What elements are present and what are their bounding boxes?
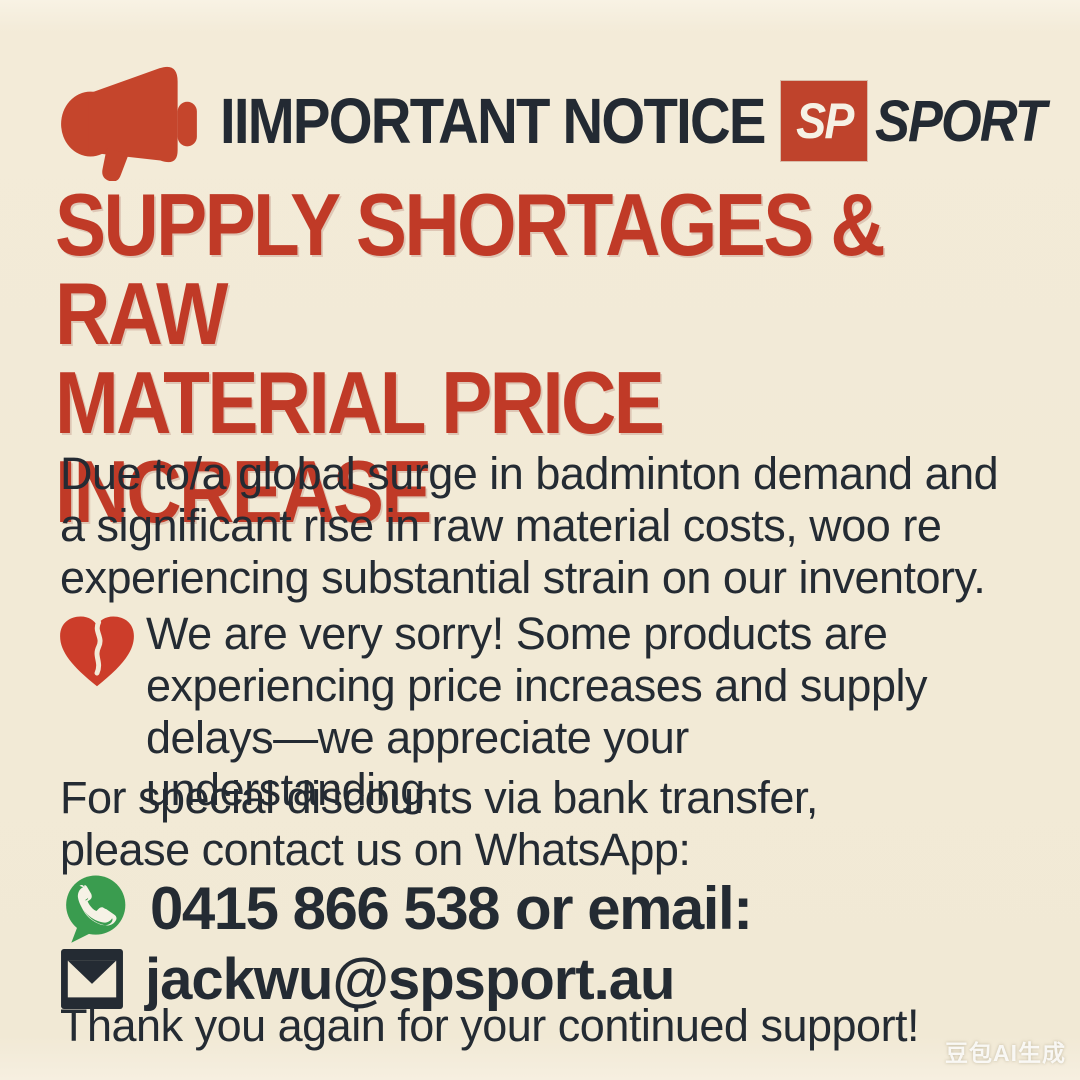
email-address: jackwu@spsport.au: [145, 946, 675, 1012]
whatsapp-icon: [66, 875, 126, 943]
intro-paragraph: Due to/a global surge in badminton deman…: [60, 448, 999, 603]
apology-paragraph: We are very sorry! Some products are exp…: [146, 608, 927, 815]
email-contact-row: jackwu@spsport.au: [58, 946, 675, 1012]
phone-suffix-text: or email:: [515, 874, 753, 942]
contact-intro-paragraph: For special discounts via bank transfer,…: [60, 772, 818, 875]
notice-title: IIMPORTANT NOTICE: [220, 85, 766, 157]
header: IIMPORTANT NOTICE SP SPORT: [54, 56, 1064, 186]
ai-generated-watermark: 豆包AI生成: [945, 1040, 1066, 1066]
sport-logo-text: SPORT: [875, 88, 1047, 154]
sp-logo-text: SP: [795, 93, 854, 149]
apology-section: We are very sorry! Some products are exp…: [56, 608, 966, 816]
email-envelope-icon: [61, 949, 123, 1009]
megaphone-icon: [61, 66, 197, 181]
main-headline: SUPPLY SHORTAGES & RAW MATERIAL PRICE IN…: [55, 175, 886, 541]
whatsapp-contact-row: 0415 866 538 or email:: [58, 870, 753, 946]
thanks-line: Thank you again for your continued suppo…: [60, 1000, 920, 1051]
broken-heart-icon: [60, 616, 134, 687]
phone-number: 0415 866 538: [150, 874, 501, 942]
sp-logo-badge: SP: [781, 81, 867, 161]
